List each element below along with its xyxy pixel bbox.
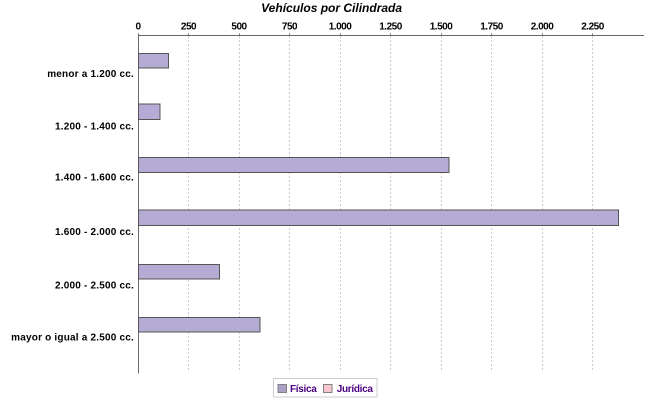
svg-text:Física: Física (290, 384, 317, 395)
svg-text:1.400 - 1.600 cc.: 1.400 - 1.600 cc. (55, 173, 134, 184)
svg-text:1.600 - 2.000 cc.: 1.600 - 2.000 cc. (55, 227, 134, 238)
svg-text:1.500: 1.500 (430, 22, 453, 33)
svg-text:2.000 - 2.500 cc.: 2.000 - 2.500 cc. (55, 280, 134, 291)
svg-text:500: 500 (231, 22, 247, 33)
svg-text:1.750: 1.750 (480, 22, 503, 33)
svg-text:menor a 1.200 cc.: menor a 1.200 cc. (47, 69, 134, 80)
svg-text:1.200 - 1.400 cc.: 1.200 - 1.400 cc. (55, 121, 134, 132)
svg-text:mayor o igual a 2.500 cc.: mayor o igual a 2.500 cc. (11, 333, 134, 344)
svg-text:2.000: 2.000 (531, 22, 554, 33)
svg-text:0: 0 (135, 22, 141, 33)
svg-text:Jurídica: Jurídica (337, 384, 374, 395)
svg-text:Vehículos por Cilindrada: Vehículos por Cilindrada (261, 1, 402, 15)
svg-text:2.250: 2.250 (581, 22, 604, 33)
svg-text:750: 750 (282, 22, 298, 33)
svg-text:1.000: 1.000 (329, 22, 352, 33)
svg-text:250: 250 (181, 22, 197, 33)
svg-text:1.250: 1.250 (379, 22, 402, 33)
